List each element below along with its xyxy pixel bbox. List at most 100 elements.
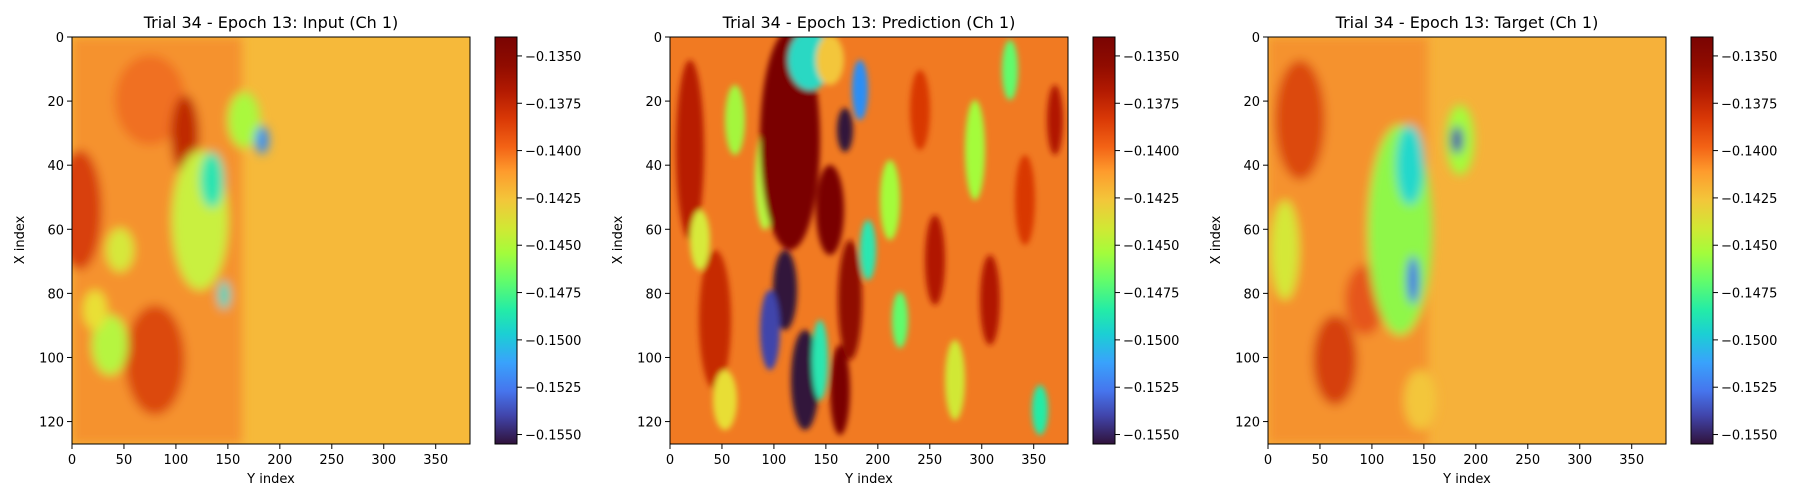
y-ticks: 0 20 40 60 80 100 120	[39, 31, 72, 431]
y-tick-label: 20	[1243, 95, 1260, 110]
x-axis-label: Y index	[1442, 472, 1491, 487]
heatmap-image	[1268, 37, 1666, 444]
heatmap-image	[72, 37, 470, 444]
colorbar-tick-label: −0.1350	[525, 50, 581, 65]
y-tick-label: 0	[654, 31, 662, 46]
y-axis-label: X index	[13, 215, 28, 264]
y-tick-label: 60	[645, 223, 662, 238]
x-tick-label: 50	[1312, 453, 1329, 468]
y-tick-label: 0	[56, 31, 64, 46]
x-tick-label: 300	[371, 453, 396, 468]
x-tick-label: 300	[1567, 453, 1592, 468]
y-tick-label: 20	[47, 95, 64, 110]
colorbar-gradient	[1092, 36, 1116, 445]
y-tick-label: 20	[645, 95, 662, 110]
panel-title: Trial 34 - Epoch 13: Input (Ch 1)	[143, 13, 399, 32]
y-tick-label: 100	[1235, 351, 1260, 366]
colorbar-ticks: −0.1350 −0.1375 −0.1400 −0.1425 −0.1450 −0.14…	[517, 50, 581, 444]
colorbar-gradient	[494, 36, 518, 445]
panel-prediction: Trial 34 - Epoch 13: Prediction (Ch 1)	[611, 13, 1179, 487]
colorbar-tick-label: −0.1425	[525, 192, 581, 207]
colorbar-tick-label: −0.1425	[1123, 192, 1179, 207]
colorbar-tick-label: −0.1425	[1721, 192, 1777, 207]
x-tick-label: 350	[423, 453, 448, 468]
heatmap-image	[670, 37, 1068, 444]
colorbar-tick-label: −0.1450	[1721, 239, 1777, 254]
x-ticks: 0 50 100 150 200 250 300 350	[666, 444, 1046, 468]
colorbar-tick-label: −0.1525	[1123, 381, 1179, 396]
x-tick-label: 200	[1463, 453, 1488, 468]
x-tick-label: 100	[164, 453, 189, 468]
x-axis-label: Y index	[844, 472, 893, 487]
x-tick-label: 250	[319, 453, 344, 468]
axes-frame	[669, 36, 1069, 445]
x-tick-label: 200	[267, 453, 292, 468]
colorbar-tick-label: −0.1500	[525, 334, 581, 349]
colorbar: −0.1350 −0.1375 −0.1400 −0.1425 −0.1450 −0.14…	[1092, 36, 1179, 445]
x-ticks: 0 50 100 150 200 250 300 350	[68, 444, 448, 468]
colorbar-tick-label: −0.1475	[1123, 287, 1179, 302]
colorbar: −0.1350 −0.1375 −0.1400 −0.1425 −0.1450 −0.14…	[1690, 36, 1777, 445]
x-tick-label: 50	[714, 453, 731, 468]
x-tick-label: 250	[1515, 453, 1540, 468]
x-tick-label: 100	[1360, 453, 1385, 468]
y-tick-label: 120	[1235, 416, 1260, 431]
x-axis-label: Y index	[246, 472, 295, 487]
panel-target: Trial 34 - Epoch 13: Target (Ch 1) 0 50 10…	[1209, 13, 1777, 487]
y-tick-label: 120	[637, 416, 662, 431]
x-tick-label: 0	[1264, 453, 1272, 468]
colorbar-tick-label: −0.1375	[525, 97, 581, 112]
colorbar-tick-label: −0.1400	[1123, 145, 1179, 160]
colorbar-tick-label: −0.1450	[525, 239, 581, 254]
y-axis-label: X index	[1209, 215, 1224, 264]
y-tick-label: 80	[1243, 287, 1260, 302]
colorbar-tick-label: −0.1550	[1123, 429, 1179, 444]
colorbar-tick-label: −0.1475	[525, 287, 581, 302]
y-tick-label: 60	[1243, 223, 1260, 238]
x-ticks: 0 50 100 150 200 250 300 350	[1264, 444, 1644, 468]
x-tick-label: 150	[813, 453, 838, 468]
colorbar-tick-label: −0.1450	[1123, 239, 1179, 254]
colorbar-tick-label: −0.1525	[1721, 381, 1777, 396]
x-tick-label: 350	[1021, 453, 1046, 468]
y-tick-label: 120	[39, 416, 64, 431]
x-tick-label: 350	[1619, 453, 1644, 468]
y-ticks: 0 20 40 60 80 100 120	[1235, 31, 1268, 431]
colorbar-tick-label: −0.1500	[1123, 334, 1179, 349]
y-ticks: 0 20 40 60 80 100 120	[637, 31, 670, 431]
colorbar-tick-label: −0.1525	[525, 381, 581, 396]
y-tick-label: 80	[645, 287, 662, 302]
colorbar-tick-label: −0.1400	[525, 145, 581, 160]
y-tick-label: 60	[47, 223, 64, 238]
x-tick-label: 0	[666, 453, 674, 468]
x-tick-label: 0	[68, 453, 76, 468]
y-tick-label: 40	[645, 159, 662, 174]
panel-input: Trial 34 - Epoch 13: Input (Ch 1) 0 50 100…	[13, 13, 581, 487]
colorbar-tick-label: −0.1400	[1721, 145, 1777, 160]
y-axis-label: X index	[611, 215, 626, 264]
colorbar-tick-label: −0.1375	[1123, 97, 1179, 112]
y-tick-label: 40	[47, 159, 64, 174]
x-tick-label: 150	[215, 453, 240, 468]
colorbar-tick-label: −0.1550	[1721, 429, 1777, 444]
colorbar: −0.1350 −0.1375 −0.1400 −0.1425 −0.1450 −0.14…	[494, 36, 581, 445]
x-tick-label: 250	[917, 453, 942, 468]
y-tick-label: 100	[39, 351, 64, 366]
colorbar-tick-label: −0.1350	[1123, 50, 1179, 65]
x-tick-label: 100	[762, 453, 787, 468]
colorbar-ticks: −0.1350 −0.1375 −0.1400 −0.1425 −0.1450 −0.14…	[1713, 50, 1777, 444]
x-tick-label: 200	[865, 453, 890, 468]
axes-frame	[71, 36, 471, 445]
colorbar-ticks: −0.1350 −0.1375 −0.1400 −0.1425 −0.1450 −0.14…	[1115, 50, 1179, 444]
colorbar-gradient	[1690, 36, 1714, 445]
colorbar-tick-label: −0.1350	[1721, 50, 1777, 65]
y-tick-label: 0	[1252, 31, 1260, 46]
axes-frame	[1267, 36, 1667, 445]
y-tick-label: 100	[637, 351, 662, 366]
panel-title: Trial 34 - Epoch 13: Target (Ch 1)	[1335, 13, 1599, 32]
panel-title: Trial 34 - Epoch 13: Prediction (Ch 1)	[722, 13, 1016, 32]
colorbar-tick-label: −0.1500	[1721, 334, 1777, 349]
x-tick-label: 300	[969, 453, 994, 468]
colorbar-tick-label: −0.1475	[1721, 287, 1777, 302]
